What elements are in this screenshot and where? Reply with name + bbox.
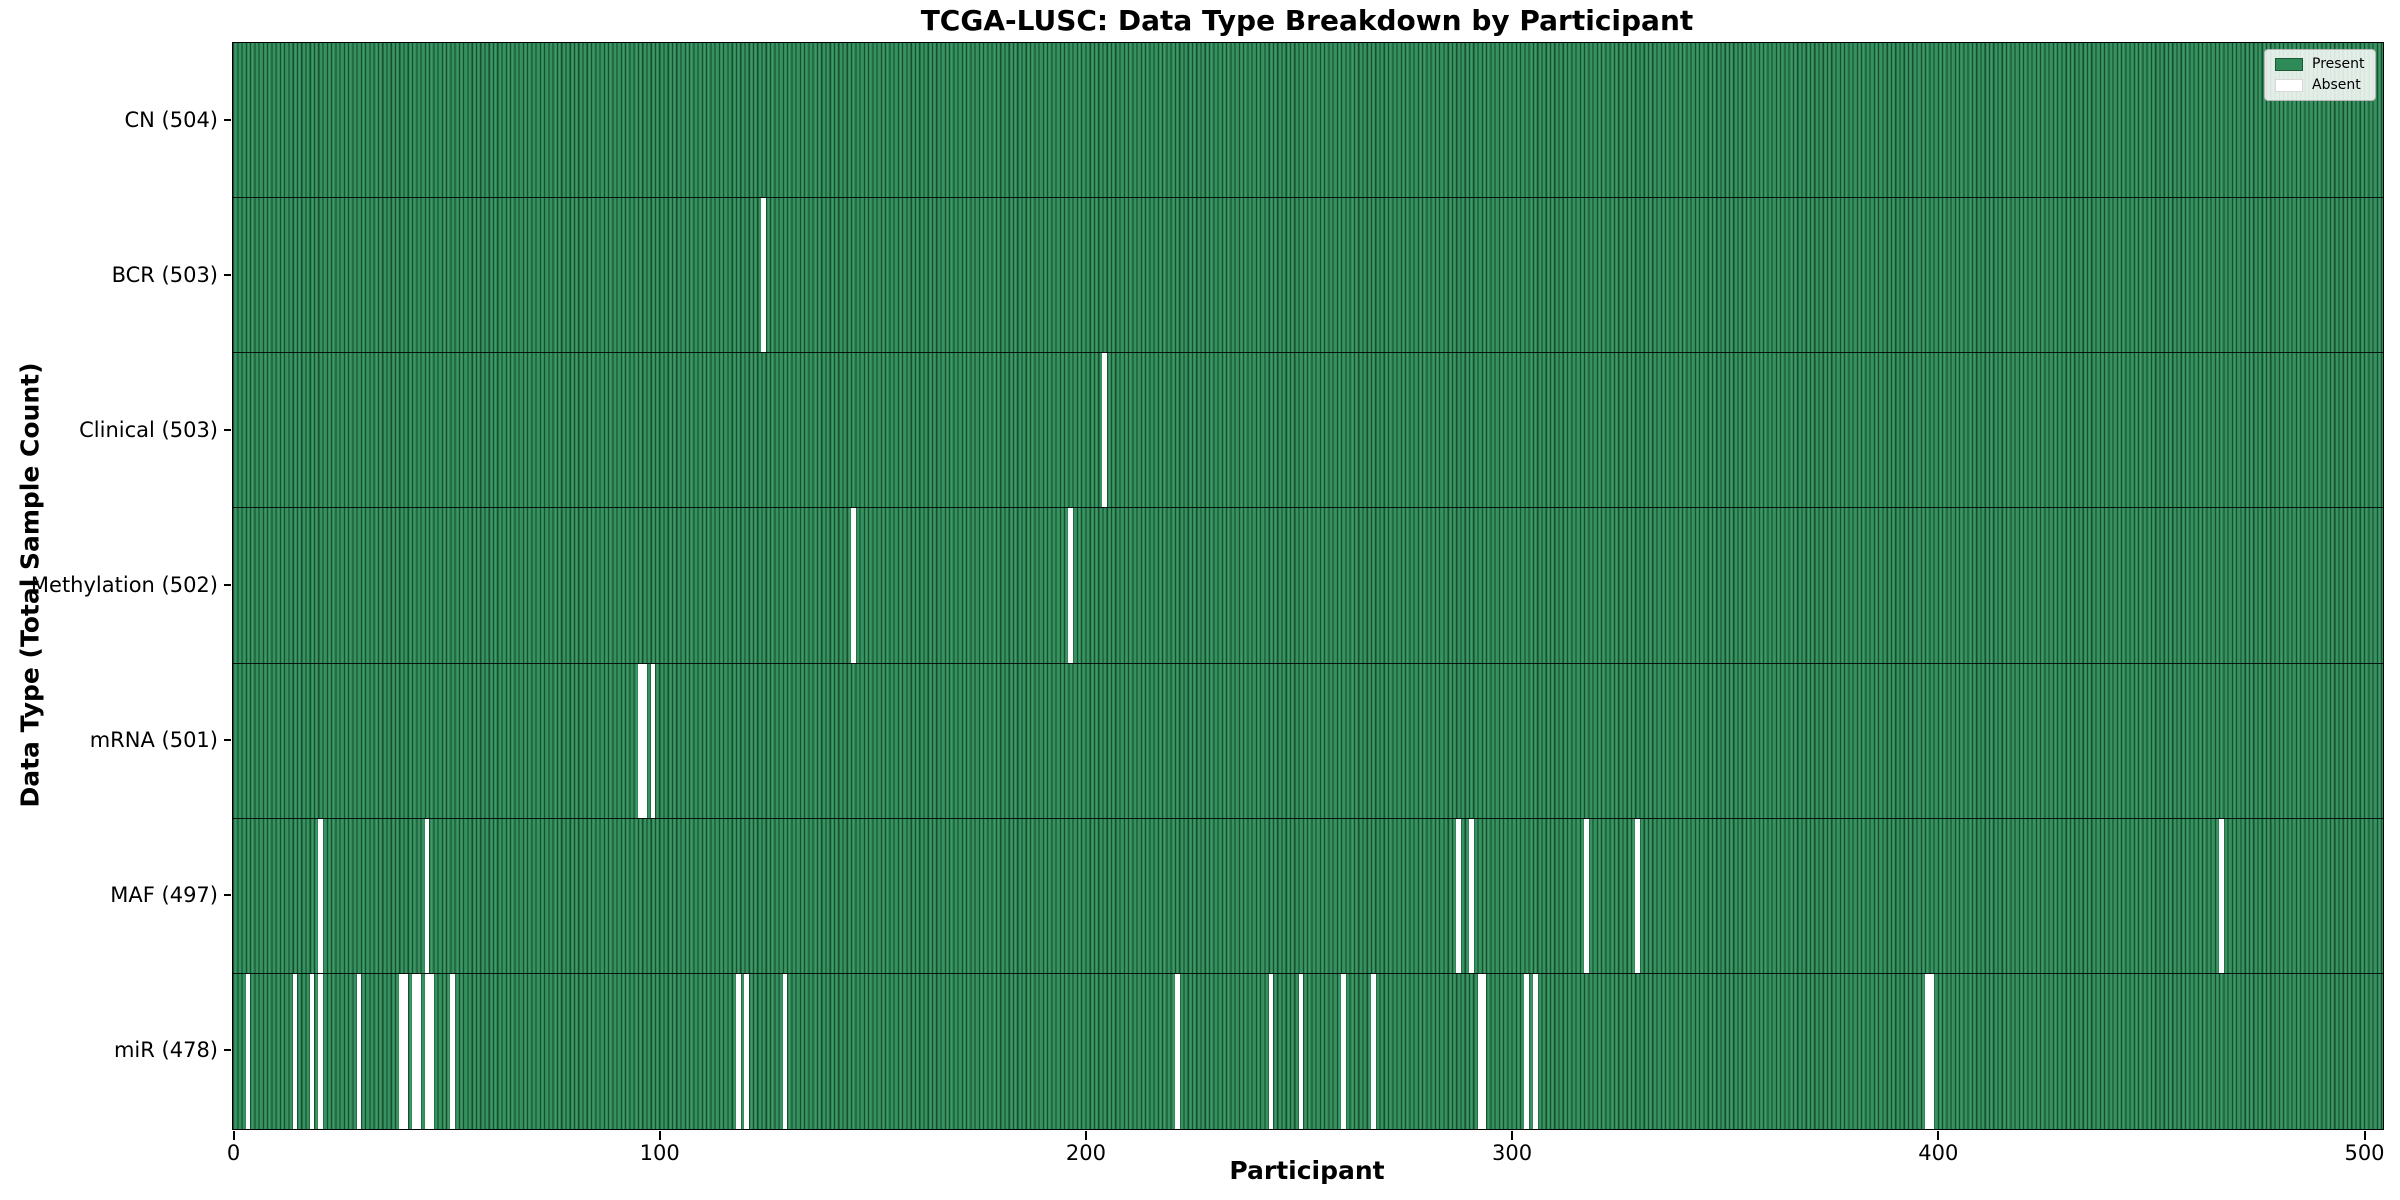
absent-gap bbox=[642, 663, 647, 818]
x-axis-label: Participant bbox=[1229, 1156, 1385, 1185]
absent-gap bbox=[782, 973, 788, 1129]
absent-gap bbox=[1341, 973, 1346, 1129]
absent-gap bbox=[1370, 973, 1376, 1129]
absent-gap bbox=[429, 973, 434, 1129]
row-mRNA bbox=[233, 663, 2383, 819]
absent-gap bbox=[1298, 973, 1304, 1129]
absent-gap bbox=[761, 198, 767, 353]
absent-gap bbox=[1532, 973, 1538, 1129]
absent-gap bbox=[1925, 973, 1930, 1129]
absent-gap bbox=[412, 973, 417, 1129]
y-tick-mark bbox=[224, 273, 231, 276]
absent-gap bbox=[245, 973, 251, 1129]
x-tick-label: 200 bbox=[1065, 1141, 1106, 1165]
x-tick-mark bbox=[232, 1131, 235, 1140]
x-tick-label: 300 bbox=[1492, 1141, 1533, 1165]
absent-gap bbox=[637, 663, 643, 818]
absent-gap bbox=[1174, 973, 1180, 1129]
absent-gap bbox=[424, 973, 430, 1129]
y-tick-label: miR (478) bbox=[113, 1038, 218, 1063]
absent-gap bbox=[450, 973, 456, 1129]
y-tick-mark bbox=[224, 118, 231, 121]
absent-gap bbox=[2219, 818, 2224, 973]
row-Clinical bbox=[233, 353, 2383, 509]
x-tick-label: 0 bbox=[226, 1141, 241, 1165]
y-tick-label: BCR (503) bbox=[111, 262, 218, 287]
row-CN bbox=[233, 43, 2383, 199]
absent-gap bbox=[744, 973, 750, 1129]
absent-gap bbox=[850, 508, 856, 663]
absent-gap bbox=[292, 973, 298, 1129]
absent-gap bbox=[1584, 818, 1589, 973]
absent-gap bbox=[1102, 353, 1108, 508]
absent-gap bbox=[416, 973, 421, 1129]
chart-title: TCGA-LUSC: Data Type Breakdown by Partic… bbox=[920, 4, 1694, 37]
absent-gap bbox=[1468, 818, 1474, 973]
absent-gap bbox=[650, 663, 656, 818]
y-tick-label: Clinical (503) bbox=[79, 417, 218, 442]
legend-swatch-icon bbox=[2275, 79, 2303, 92]
absent-gap bbox=[309, 973, 315, 1129]
x-tick-mark bbox=[658, 1131, 661, 1140]
absent-gap bbox=[735, 973, 741, 1129]
absent-gap bbox=[1481, 973, 1487, 1129]
absent-gap bbox=[1524, 973, 1530, 1129]
y-tick-label: mRNA (501) bbox=[89, 728, 218, 753]
absent-gap bbox=[1929, 973, 1934, 1129]
legend-swatch-icon bbox=[2275, 58, 2303, 71]
legend-label: Present bbox=[2312, 56, 2365, 72]
x-tick-mark bbox=[1511, 1131, 1514, 1140]
legend: Present Absent bbox=[2264, 49, 2376, 101]
y-tick-mark bbox=[224, 584, 231, 586]
absent-gap bbox=[424, 818, 430, 973]
plot-area bbox=[232, 42, 2384, 1130]
row-MAF bbox=[233, 818, 2383, 974]
absent-gap bbox=[356, 973, 362, 1129]
legend-label: Absent bbox=[2312, 77, 2361, 93]
legend-item-present: Present bbox=[2275, 57, 2365, 72]
absent-gap bbox=[399, 973, 404, 1129]
row-BCR bbox=[233, 198, 2383, 354]
row-miR bbox=[233, 973, 2383, 1129]
y-tick-mark bbox=[224, 894, 231, 897]
absent-gap bbox=[1456, 818, 1461, 973]
y-tick-mark bbox=[224, 739, 231, 742]
absent-gap bbox=[1268, 973, 1274, 1129]
x-tick-mark bbox=[2363, 1131, 2366, 1140]
x-tick-label: 500 bbox=[2344, 1141, 2385, 1165]
y-tick-label: MAF (497) bbox=[110, 883, 218, 908]
legend-item-absent: Absent bbox=[2275, 78, 2365, 93]
y-tick-label: Methylation (502) bbox=[30, 573, 218, 597]
absent-gap bbox=[1477, 973, 1483, 1129]
absent-gap bbox=[1635, 818, 1640, 973]
absent-gap bbox=[1068, 508, 1073, 663]
x-tick-mark bbox=[1084, 1131, 1087, 1140]
y-tick-mark bbox=[224, 1049, 231, 1052]
y-tick-mark bbox=[224, 428, 231, 431]
absent-gap bbox=[403, 973, 409, 1129]
x-tick-mark bbox=[1937, 1131, 1940, 1140]
x-tick-label: 100 bbox=[639, 1141, 680, 1165]
y-tick-label: CN (504) bbox=[124, 107, 218, 132]
row-Methylation bbox=[233, 508, 2383, 664]
absent-gap bbox=[318, 973, 323, 1129]
absent-gap bbox=[318, 818, 323, 973]
x-tick-label: 400 bbox=[1918, 1141, 1959, 1165]
